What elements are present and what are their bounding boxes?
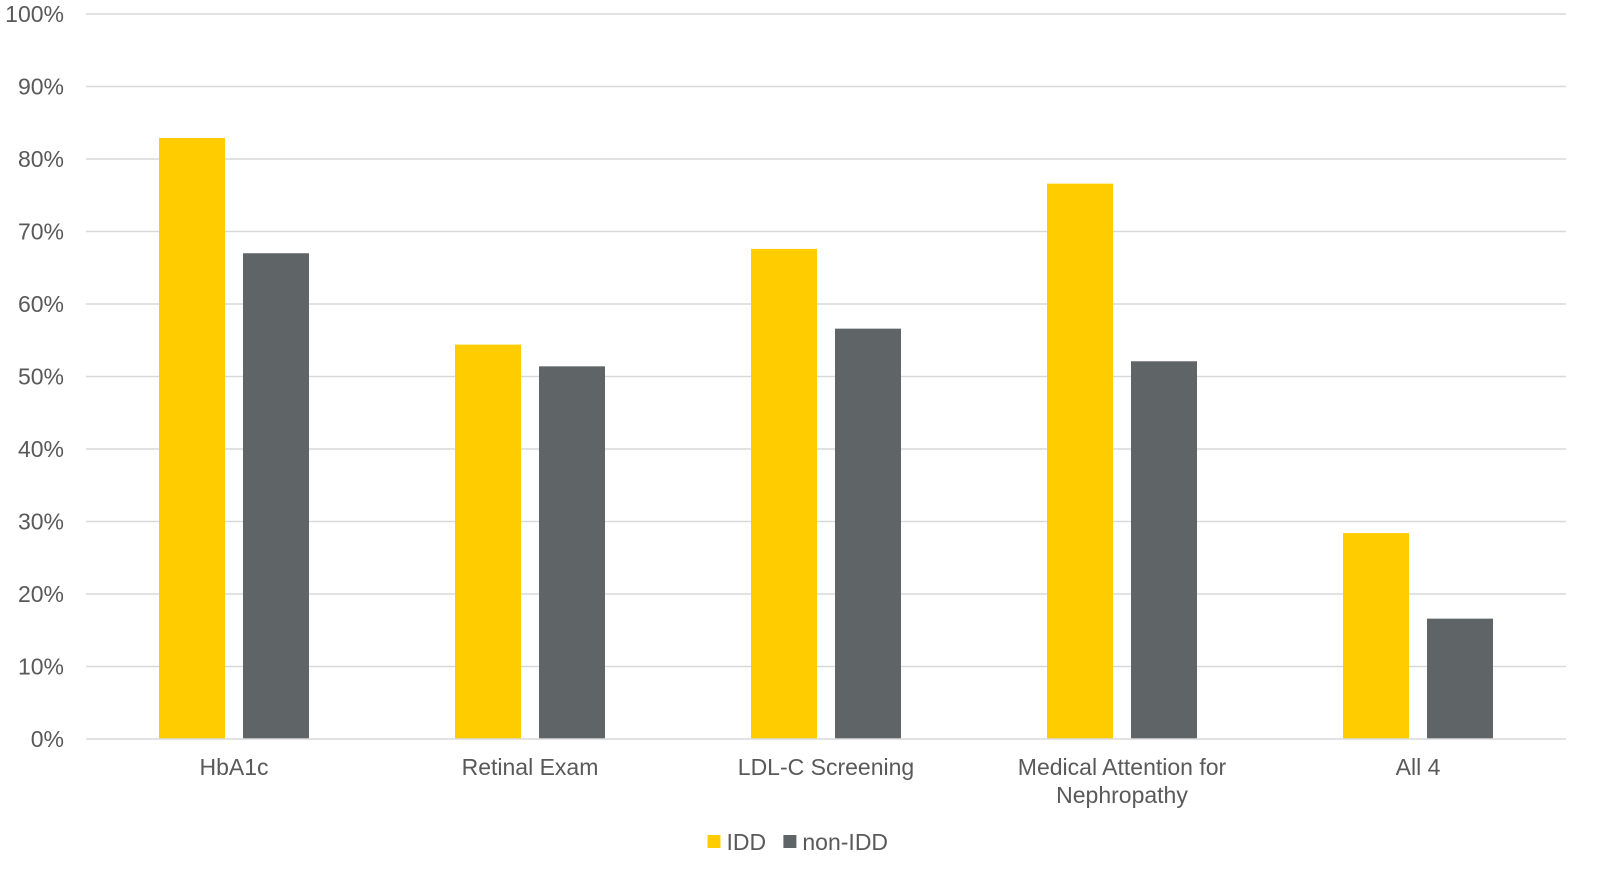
y-tick-label: 90%	[18, 74, 64, 100]
y-tick-label: 40%	[18, 436, 64, 462]
y-axis-tick-labels: 0% 10% 20% 30% 40% 50% 60% 70% 80% 90% 100%	[5, 1, 64, 752]
y-tick-label: 50%	[18, 364, 64, 390]
x-tick-label: Medical Attention for Nephropathy	[1018, 754, 1227, 808]
bars	[159, 137, 1493, 740]
y-tick-label: 10%	[18, 654, 64, 680]
bar-idd-3	[1047, 183, 1113, 739]
x-tick-label: All 4	[1396, 754, 1441, 780]
bar-idd-1	[455, 344, 521, 739]
y-tick-label: 0%	[31, 726, 64, 752]
legend-label-idd: IDD	[727, 829, 767, 855]
bar-idd-4	[1343, 533, 1409, 739]
legend-label-non-idd: non-IDD	[802, 829, 888, 855]
legend-swatch-idd	[707, 835, 721, 848]
bar-non-idd-0	[243, 253, 309, 739]
x-tick-label: Retinal Exam	[462, 754, 599, 780]
x-tick-label: HbA1c	[199, 754, 268, 780]
x-axis-category-labels: HbA1c Retinal Exam LDL-C Screening Medical …	[199, 754, 1440, 808]
y-tick-label: 60%	[18, 291, 64, 317]
y-tick-label: 70%	[18, 219, 64, 245]
y-tick-label: 20%	[18, 581, 64, 607]
bar-non-idd-1	[539, 366, 605, 739]
legend: IDD non-IDD	[707, 829, 888, 855]
bar-non-idd-2	[835, 328, 901, 739]
y-tick-label: 100%	[5, 1, 64, 27]
gridlines	[86, 13, 1566, 668]
legend-swatch-non-idd	[783, 835, 797, 848]
bar-non-idd-3	[1131, 361, 1197, 739]
bar-non-idd-4	[1427, 618, 1493, 739]
y-tick-label: 30%	[18, 509, 64, 535]
y-tick-label: 80%	[18, 146, 64, 172]
bar-idd-0	[159, 137, 225, 740]
bar-idd-2	[751, 248, 817, 739]
x-tick-label: LDL-C Screening	[738, 754, 914, 780]
